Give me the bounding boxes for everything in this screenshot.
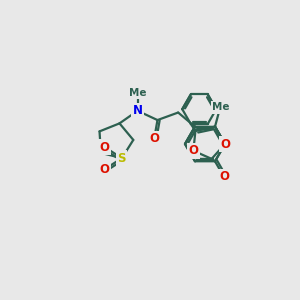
- Text: S: S: [118, 152, 126, 165]
- Text: N: N: [133, 104, 142, 117]
- Text: O: O: [220, 137, 230, 151]
- Text: O: O: [100, 163, 110, 176]
- Text: O: O: [149, 132, 159, 145]
- Text: O: O: [100, 141, 110, 154]
- Text: Me: Me: [129, 88, 146, 98]
- Text: Me: Me: [212, 102, 230, 112]
- Text: O: O: [219, 170, 229, 183]
- Text: O: O: [188, 144, 198, 157]
